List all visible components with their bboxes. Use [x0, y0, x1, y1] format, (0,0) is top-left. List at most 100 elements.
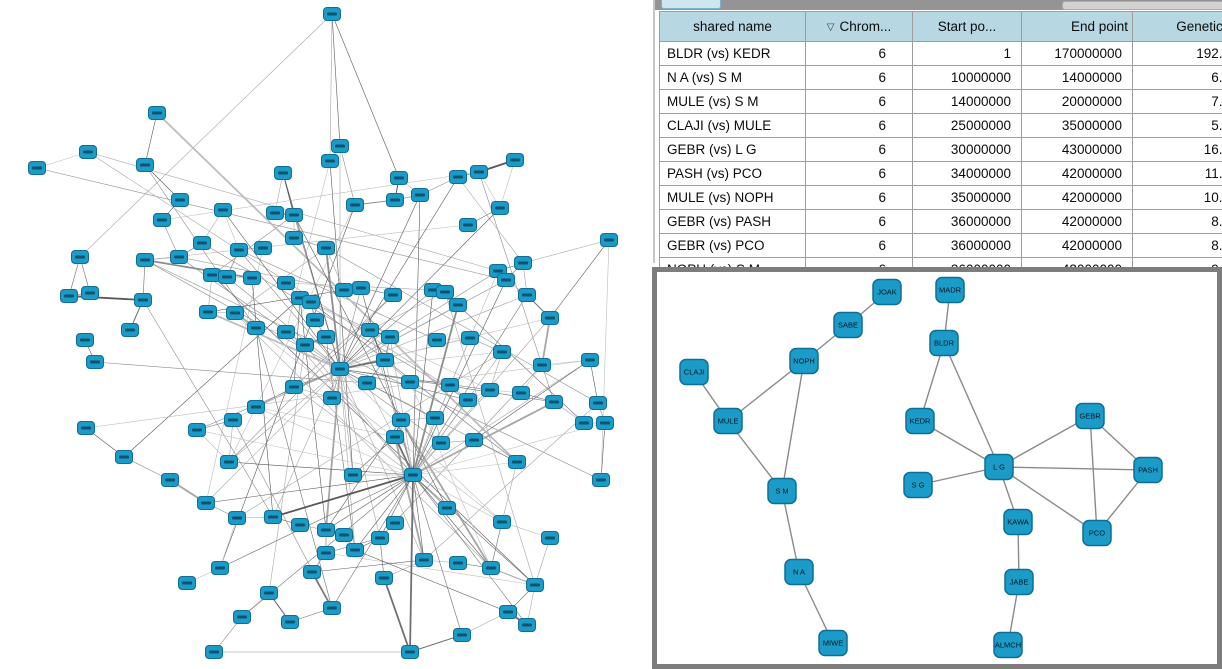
- overview-network-canvas[interactable]: [0, 0, 655, 669]
- overview-edge[interactable]: [412, 401, 555, 476]
- overview-edge[interactable]: [293, 294, 394, 388]
- overview-edge[interactable]: [196, 368, 341, 431]
- overview-node[interactable]: [203, 268, 221, 282]
- overview-edge[interactable]: [339, 194, 421, 370]
- overview-edge[interactable]: [600, 422, 606, 481]
- overview-edge[interactable]: [412, 474, 503, 523]
- table-cell[interactable]: 35000000: [1021, 113, 1133, 138]
- table-cell[interactable]: 1: [912, 41, 1022, 66]
- overview-node[interactable]: [581, 353, 599, 367]
- overview-node[interactable]: [449, 298, 467, 312]
- overview-edge[interactable]: [219, 474, 414, 569]
- overview-edge[interactable]: [541, 317, 551, 366]
- overview-edge[interactable]: [412, 474, 536, 586]
- overview-node[interactable]: [243, 271, 261, 285]
- overview-edge[interactable]: [412, 474, 425, 561]
- table-cell[interactable]: 6: [805, 161, 913, 186]
- overview-node[interactable]: [193, 236, 211, 250]
- overview-edge[interactable]: [473, 359, 591, 441]
- table-cell[interactable]: 6: [805, 41, 913, 66]
- overview-node[interactable]: [346, 543, 364, 557]
- overview-node[interactable]: [545, 395, 563, 409]
- overview-edge[interactable]: [87, 151, 469, 401]
- overview-node[interactable]: [335, 528, 353, 542]
- table-cell[interactable]: BLDR (vs) KEDR: [659, 41, 806, 66]
- table-cell[interactable]: 6: [805, 185, 913, 210]
- overview-edge[interactable]: [339, 368, 425, 561]
- overview-edge[interactable]: [366, 382, 414, 476]
- overview-node[interactable]: [220, 455, 238, 469]
- overview-node[interactable]: [323, 391, 341, 405]
- table-cell[interactable]: CLAJI (vs) MULE: [659, 113, 806, 138]
- table-cell[interactable]: GEBR (vs) L G: [659, 137, 806, 162]
- overview-node[interactable]: [541, 531, 559, 545]
- overview-edge[interactable]: [144, 259, 602, 481]
- network-node-PASH[interactable]: PASH: [1133, 456, 1163, 484]
- overview-edge[interactable]: [412, 474, 528, 626]
- overview-node[interactable]: [136, 158, 154, 172]
- overview-edge[interactable]: [354, 549, 509, 613]
- overview-node[interactable]: [178, 576, 196, 590]
- overview-node[interactable]: [79, 145, 97, 159]
- overview-edge[interactable]: [409, 381, 492, 569]
- table-cell[interactable]: 35000000: [912, 185, 1022, 210]
- overview-node[interactable]: [303, 565, 321, 579]
- overview-edge[interactable]: [211, 214, 295, 276]
- overview-node[interactable]: [493, 345, 511, 359]
- overview-node[interactable]: [518, 618, 536, 632]
- table-cell[interactable]: 42000000: [1021, 161, 1133, 186]
- overview-edge[interactable]: [379, 474, 414, 539]
- overview-node[interactable]: [218, 270, 236, 284]
- overview-edge[interactable]: [412, 422, 606, 476]
- overview-edge[interactable]: [490, 521, 503, 569]
- overview-edge[interactable]: [369, 291, 446, 331]
- detail-edge-L-G-PASH[interactable]: [998, 466, 1149, 471]
- overview-edge[interactable]: [412, 474, 463, 636]
- table-cell[interactable]: 20000000: [1021, 89, 1133, 114]
- overview-node[interactable]: [266, 206, 284, 220]
- overview-node[interactable]: [161, 473, 179, 487]
- overview-edge[interactable]: [589, 359, 599, 404]
- overview-node[interactable]: [404, 468, 422, 482]
- overview-edge[interactable]: [144, 224, 469, 261]
- table-cell[interactable]: 30000000: [912, 137, 1022, 162]
- overview-node[interactable]: [514, 256, 532, 270]
- overview-node[interactable]: [376, 353, 394, 367]
- table-cell[interactable]: 6: [805, 137, 913, 162]
- overview-node[interactable]: [317, 546, 335, 560]
- table-cell[interactable]: 10000000: [912, 65, 1022, 90]
- overview-node[interactable]: [86, 355, 104, 369]
- table-cell[interactable]: 34000000: [912, 161, 1022, 186]
- overview-node[interactable]: [459, 218, 477, 232]
- overview-node[interactable]: [60, 289, 78, 303]
- overview-node[interactable]: [233, 610, 251, 624]
- overview-edge[interactable]: [142, 299, 274, 518]
- overview-edge[interactable]: [354, 474, 414, 551]
- overview-node[interactable]: [188, 423, 206, 437]
- table-cell[interactable]: MULE (vs) NOPH: [659, 185, 806, 210]
- overview-node[interactable]: [506, 153, 524, 167]
- network-node-S-M[interactable]: S M: [767, 477, 797, 505]
- overview-edge[interactable]: [299, 297, 327, 531]
- overview-edge[interactable]: [423, 402, 599, 561]
- overview-edge[interactable]: [339, 351, 503, 370]
- overview-node[interactable]: [461, 331, 479, 345]
- overview-edge[interactable]: [238, 249, 341, 370]
- overview-node[interactable]: [171, 193, 189, 207]
- table-cell[interactable]: MULE (vs) S M: [659, 89, 806, 114]
- overview-edge[interactable]: [331, 13, 341, 147]
- overview-edge[interactable]: [205, 368, 341, 504]
- overview-node[interactable]: [285, 208, 303, 222]
- network-node-JABE[interactable]: JABE: [1004, 568, 1034, 596]
- overview-node[interactable]: [211, 561, 229, 575]
- overview-node[interactable]: [76, 333, 94, 347]
- table-cell[interactable]: 6: [805, 113, 913, 138]
- table-cell[interactable]: 8.4: [1132, 233, 1222, 258]
- overview-edge[interactable]: [207, 311, 341, 370]
- overview-edge[interactable]: [123, 297, 301, 458]
- overview-node[interactable]: [136, 253, 154, 267]
- overview-node[interactable]: [264, 510, 282, 524]
- overview-edge[interactable]: [196, 429, 414, 476]
- network-node-GEBR[interactable]: GEBR: [1075, 402, 1105, 430]
